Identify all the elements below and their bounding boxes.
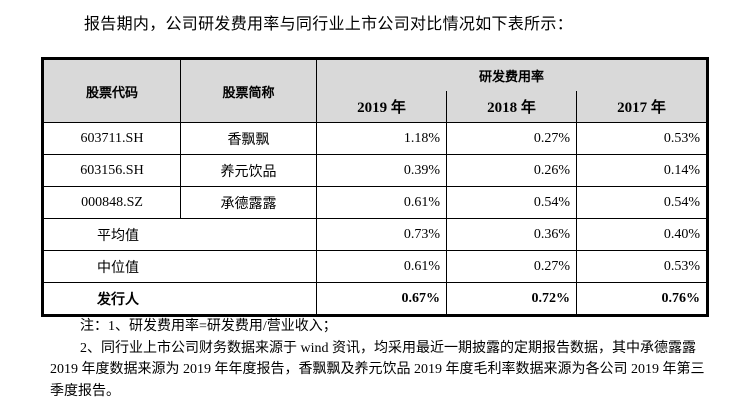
intro-text: 报告期内，公司研发费用率与同行业上市公司对比情况如下表所示： bbox=[84, 14, 574, 33]
note-2: 2、同行业上市公司财务数据来源于 wind 资讯，均采用最近一期披露的定期报告数… bbox=[50, 340, 705, 399]
cell-value: 0.40% bbox=[576, 218, 708, 251]
cell-name: 养元饮品 bbox=[180, 154, 317, 187]
cell-code: 603156.SH bbox=[42, 154, 181, 187]
cell-value: 0.53% bbox=[576, 250, 708, 283]
cell-value: 0.27% bbox=[446, 250, 577, 283]
cell-value: 0.14% bbox=[576, 154, 708, 187]
table-row: 603711.SH 香飘飘 1.18% 0.27% 0.53% bbox=[42, 122, 708, 155]
cell-value: 1.18% bbox=[316, 122, 447, 155]
rd-expense-ratio-table: 股票代码 股票简称 研发费用率 2019 年 2018 年 2017 年 603… bbox=[41, 57, 709, 317]
cell-label: 平均值 bbox=[42, 218, 317, 251]
cell-label: 发行人 bbox=[42, 282, 317, 316]
cell-value: 0.67% bbox=[316, 282, 447, 316]
summary-row-average: 平均值 0.73% 0.36% 0.40% bbox=[42, 218, 708, 251]
cell-value: 0.61% bbox=[316, 250, 447, 283]
cell-value: 0.39% bbox=[316, 154, 447, 187]
header-years-row: 2019 年 2018 年 2017 年 bbox=[43, 91, 708, 123]
cell-label: 中位值 bbox=[42, 250, 317, 283]
header-group: 研发费用率 bbox=[316, 58, 708, 91]
cell-value: 0.26% bbox=[446, 154, 577, 187]
summary-row-issuer: 发行人 0.67% 0.72% 0.76% bbox=[42, 282, 708, 316]
header-year: 2019 年 bbox=[316, 91, 447, 123]
cell-code: 000848.SZ bbox=[42, 186, 181, 219]
cell-value: 0.54% bbox=[446, 186, 577, 219]
cell-value: 0.73% bbox=[316, 218, 447, 251]
table-row: 000848.SZ 承德露露 0.61% 0.54% 0.54% bbox=[42, 186, 708, 219]
header-year: 2017 年 bbox=[576, 91, 708, 123]
cell-value: 0.54% bbox=[576, 186, 708, 219]
cell-value: 0.61% bbox=[316, 186, 447, 219]
cell-value: 0.36% bbox=[446, 218, 577, 251]
header-row: 股票代码 股票简称 研发费用率 bbox=[42, 58, 708, 123]
cell-name: 香飘飘 bbox=[180, 122, 317, 155]
summary-row-median: 中位值 0.61% 0.27% 0.53% bbox=[42, 250, 708, 283]
cell-code: 603711.SH bbox=[42, 122, 181, 155]
table-notes: 注：1、研发费用率=研发费用/营业收入； 2、同行业上市公司财务数据来源于 wi… bbox=[50, 316, 710, 402]
cell-value: 0.72% bbox=[446, 282, 577, 316]
header-code: 股票代码 bbox=[42, 58, 181, 123]
cell-value: 0.76% bbox=[576, 282, 708, 316]
cell-value: 0.27% bbox=[446, 122, 577, 155]
cell-value: 0.53% bbox=[576, 122, 708, 155]
table-row: 603156.SH 养元饮品 0.39% 0.26% 0.14% bbox=[42, 154, 708, 187]
header-year: 2018 年 bbox=[446, 91, 577, 123]
note-1: 注：1、研发费用率=研发费用/营业收入； bbox=[80, 319, 337, 334]
cell-name: 承德露露 bbox=[180, 186, 317, 219]
header-name: 股票简称 bbox=[180, 58, 317, 123]
